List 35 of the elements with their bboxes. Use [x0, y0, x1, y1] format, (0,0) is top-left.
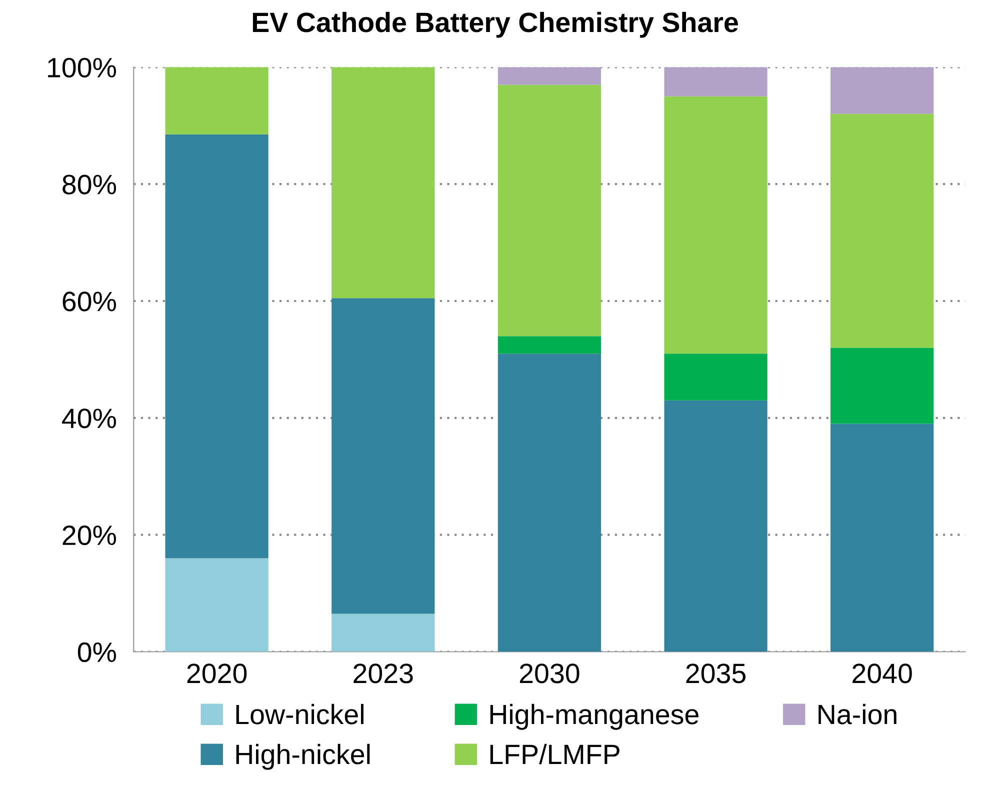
bar — [498, 336, 602, 354]
y-tick-label: 60% — [62, 292, 116, 312]
bar — [498, 354, 602, 652]
y-tick-label: 20% — [62, 526, 116, 546]
legend-label: Na-ion — [818, 704, 896, 724]
bar — [664, 400, 768, 652]
bar — [498, 84, 602, 336]
bar — [664, 96, 768, 354]
bar — [332, 614, 435, 652]
x-tick-label: 2030 — [520, 664, 580, 684]
x-tick-label: 2040 — [852, 664, 912, 684]
y-tick-label: 40% — [62, 408, 116, 428]
x-tick-label: 2020 — [187, 664, 247, 684]
bar — [830, 424, 934, 652]
bar — [332, 298, 435, 614]
bar — [165, 67, 268, 134]
bar — [830, 67, 934, 114]
legend-label: High-nickel — [236, 744, 370, 770]
legend-label: Low-nickel — [236, 704, 364, 724]
bar — [165, 558, 268, 652]
y-tick-label: 0% — [78, 642, 116, 662]
bar — [498, 67, 602, 85]
bar — [664, 67, 768, 96]
bar — [664, 354, 768, 400]
legend-label: High-manganese — [490, 704, 698, 730]
chart-title: EV Cathode Battery Chemistry Share — [252, 12, 738, 38]
y-tick-label: 100% — [48, 58, 116, 78]
bar — [332, 67, 435, 298]
bar — [830, 114, 934, 348]
y-tick-label: 80% — [62, 174, 116, 194]
x-tick-label: 2035 — [686, 664, 746, 684]
bar — [830, 348, 934, 424]
x-tick-label: 2023 — [354, 664, 413, 684]
legend-label: LFP/LMFP — [490, 744, 620, 764]
bar — [165, 134, 268, 558]
